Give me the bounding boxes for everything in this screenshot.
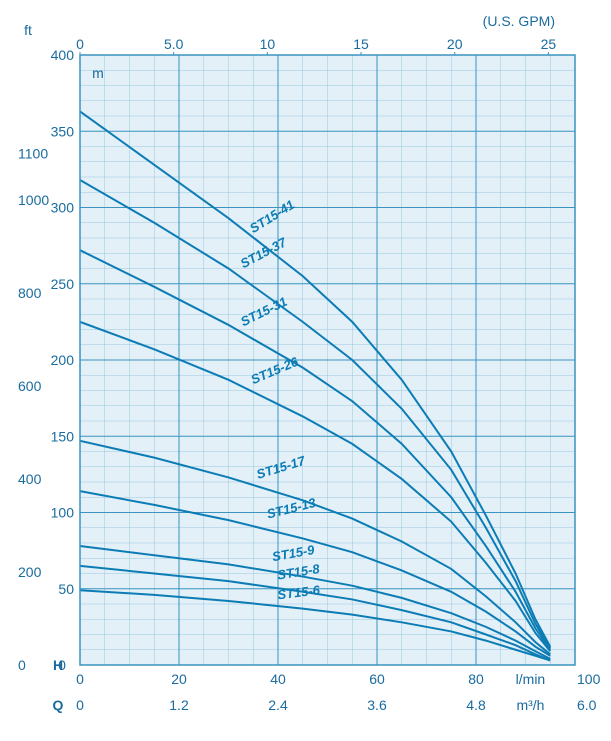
x-lmin-tick: 40 — [270, 671, 286, 687]
y-m-tick: 300 — [51, 200, 75, 216]
x-gpm-tick: 0 — [76, 36, 84, 52]
y-ft-tick: 1100 — [18, 146, 48, 162]
y-ft-tick: 600 — [18, 378, 42, 394]
pump-performance-chart: ST15-41ST15-37ST15-31ST15-26ST15-17ST15-… — [0, 0, 611, 741]
x-m3h-tick: 3.6 — [367, 697, 387, 713]
y-ft-unit: ft — [24, 22, 32, 38]
y-m-tick: 250 — [51, 276, 75, 292]
origin-zero: 0 — [58, 657, 66, 673]
x-gpm-tick: 5.0 — [164, 36, 184, 52]
x-lmin-tick: 0 — [76, 671, 84, 687]
y-m-tick: 100 — [51, 505, 75, 521]
y-m-tick: 200 — [51, 352, 75, 368]
x-gpm-tick: 25 — [541, 36, 557, 52]
y-ft-tick: 800 — [18, 285, 42, 301]
x-m3h-tick: 6.0 — [577, 697, 597, 713]
y-m-tick: 150 — [51, 428, 75, 444]
y-ft-tick: 200 — [18, 564, 42, 580]
x-lmin-unit: l/min — [516, 671, 546, 687]
x-gpm-tick: 20 — [447, 36, 463, 52]
x-m3h-unit: m³/h — [516, 697, 544, 713]
x-gpm-tick: 10 — [260, 36, 276, 52]
y-m-tick: 50 — [58, 581, 74, 597]
x-lmin-tick: 20 — [171, 671, 187, 687]
x-gpm-unit: (U.S. GPM) — [483, 13, 555, 29]
x-m3h-tick: 1.2 — [169, 697, 189, 713]
y-m-tick: 350 — [51, 123, 75, 139]
axis-label-q: Q — [53, 697, 64, 713]
x-gpm-tick: 15 — [353, 36, 369, 52]
x-m3h-tick: 4.8 — [466, 697, 486, 713]
x-m3h-tick: 0 — [76, 697, 84, 713]
y-m-tick: 400 — [51, 47, 75, 63]
y-m-unit: m — [92, 65, 104, 81]
y-ft-tick: 1000 — [18, 192, 49, 208]
y-ft-tick: 0 — [18, 657, 26, 673]
y-ft-tick: 400 — [18, 471, 42, 487]
x-lmin-tick: 60 — [369, 671, 385, 687]
x-m3h-tick: 2.4 — [268, 697, 288, 713]
x-lmin-tick: 80 — [468, 671, 484, 687]
x-lmin-tick: 100 — [577, 671, 601, 687]
